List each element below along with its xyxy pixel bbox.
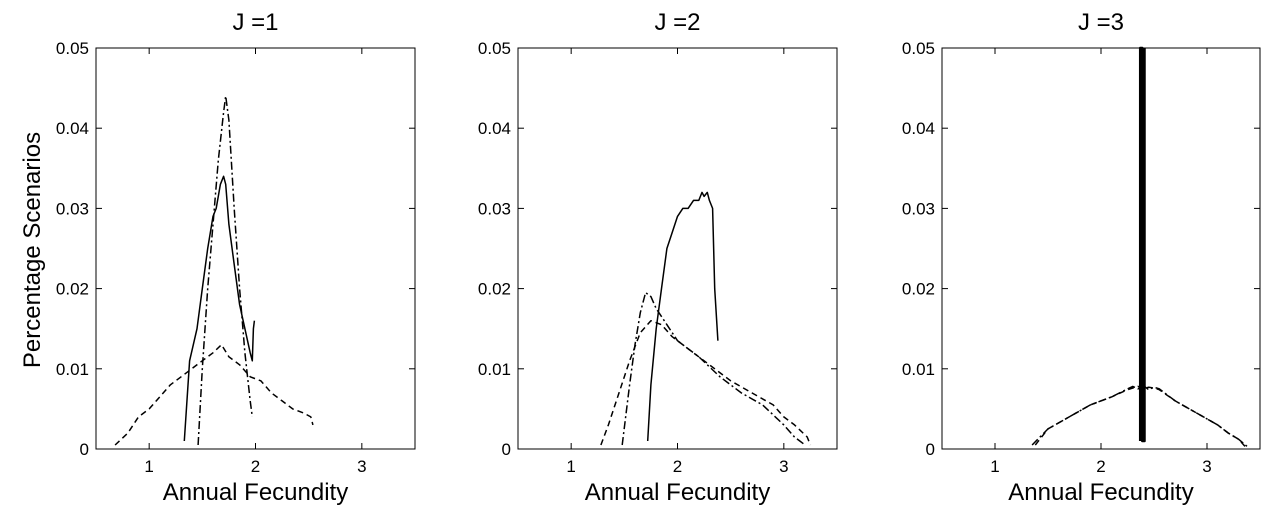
y-tick-label: 0.05 [56, 39, 89, 58]
series-line-dashed [1034, 385, 1246, 448]
plot-frame [517, 47, 838, 450]
y-tick-label: 0.03 [56, 199, 89, 218]
x-axis-label: Annual Fecundity [585, 479, 770, 506]
y-tick-label: 0.01 [902, 360, 935, 379]
y-tick-label: 0.05 [478, 39, 511, 58]
y-tick-label: 0.05 [902, 39, 935, 58]
plot-frame [941, 47, 1261, 450]
y-tick-label: 0 [926, 440, 935, 459]
shared-y-axis-label: Percentage Scenarios [19, 132, 46, 368]
subplot-1: 0 0.01 0.02 0.03 0.04 0.05 1 2 3 J =1 Annual Fecun… [56, 9, 416, 506]
y-tick-label: 0.03 [902, 199, 935, 218]
x-tick-label: 3 [779, 457, 788, 476]
x-tick-label: 2 [251, 457, 260, 476]
subplot-3: 0 0.01 0.02 0.03 0.04 0.05 1 2 3 J =3 Annual Fecun… [902, 9, 1261, 506]
y-tick-label: 0 [502, 440, 511, 459]
x-tick-label: 3 [1202, 457, 1211, 476]
x-tick-label: 1 [990, 457, 999, 476]
y-tick-label: 0.04 [478, 119, 511, 138]
series-line-solid-thick [1138, 46, 1146, 443]
x-tick-label: 2 [1096, 457, 1105, 476]
x-tick-label: 1 [144, 457, 153, 476]
x-axis-label: Annual Fecundity [1008, 479, 1193, 506]
series-line-dashed [600, 319, 812, 446]
series-line-solid [646, 191, 719, 442]
x-tick-label: 2 [673, 457, 682, 476]
subplots: 0 0.01 0.02 0.03 0.04 0.05 1 2 3 J =1 Annual Fecun… [56, 9, 1261, 506]
subplot-2: 0 0.01 0.02 0.03 0.04 0.05 1 2 3 J =2 Annual Fecun… [478, 9, 838, 506]
y-tick-label: 0.03 [478, 199, 511, 218]
y-tick-label: 0 [80, 440, 89, 459]
subplot-title: J =1 [232, 9, 278, 36]
x-tick-label: 3 [357, 457, 366, 476]
series-line-dashdot [197, 95, 254, 446]
subplot-title: J =3 [1078, 9, 1124, 36]
series-line-dashdot [621, 291, 806, 446]
y-tick-label: 0.02 [478, 280, 511, 299]
y-tick-label: 0.02 [56, 280, 89, 299]
y-tick-label: 0.04 [56, 119, 89, 138]
y-tick-label: 0.01 [56, 360, 89, 379]
x-axis-label: Annual Fecundity [163, 479, 348, 506]
subplot-title: J =2 [654, 9, 700, 36]
plot-frame [95, 47, 416, 450]
y-tick-label: 0.04 [902, 119, 935, 138]
y-tick-label: 0.01 [478, 360, 511, 379]
series-line-solid [183, 175, 256, 442]
series-line-dashed [114, 343, 314, 446]
x-tick-label: 1 [566, 457, 575, 476]
y-tick-label: 0.02 [902, 280, 935, 299]
